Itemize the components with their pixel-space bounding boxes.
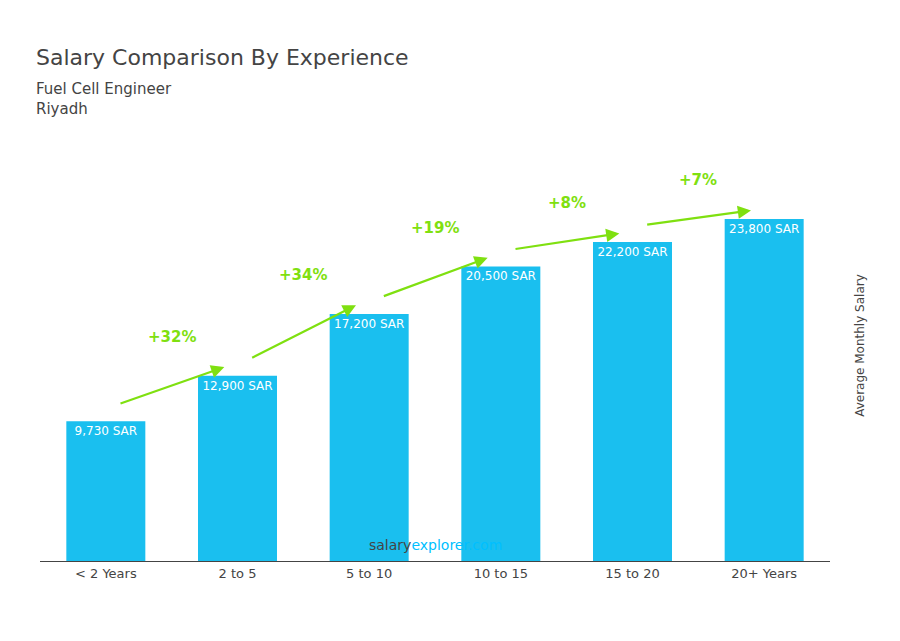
- svg-text:10 to 15: 10 to 15: [474, 566, 528, 581]
- svg-text:2 to 5: 2 to 5: [219, 566, 257, 581]
- svg-text:+19%: +19%: [411, 219, 459, 237]
- svg-text:+32%: +32%: [148, 328, 196, 346]
- svg-text:Fuel Cell EngineerRiyadh: Fuel Cell EngineerRiyadh: [36, 80, 172, 118]
- svg-text:20+ Years: 20+ Years: [731, 566, 797, 581]
- svg-text:+7%: +7%: [679, 171, 717, 189]
- svg-text:Average Monthly Salary: Average Monthly Salary: [853, 274, 867, 417]
- svg-text:< 2 Years: < 2 Years: [75, 566, 137, 581]
- svg-text:12,900 SAR: 12,900 SAR: [202, 379, 272, 393]
- svg-text:20,500 SAR: 20,500 SAR: [466, 269, 536, 283]
- svg-text:22,200 SAR: 22,200 SAR: [597, 245, 667, 259]
- svg-text:Salary Comparison By Experienc: Salary Comparison By Experience: [36, 45, 409, 70]
- svg-text:+8%: +8%: [548, 194, 586, 212]
- svg-text:5 to 10: 5 to 10: [346, 566, 392, 581]
- svg-text:15 to 20: 15 to 20: [605, 566, 659, 581]
- svg-text:17,200 SAR: 17,200 SAR: [334, 317, 404, 331]
- svg-text:23,800 SAR: 23,800 SAR: [729, 222, 799, 236]
- svg-text:+34%: +34%: [279, 266, 327, 284]
- svg-text:salaryexplorer.com: salaryexplorer.com: [369, 537, 502, 553]
- svg-text:9,730 SAR: 9,730 SAR: [75, 424, 138, 438]
